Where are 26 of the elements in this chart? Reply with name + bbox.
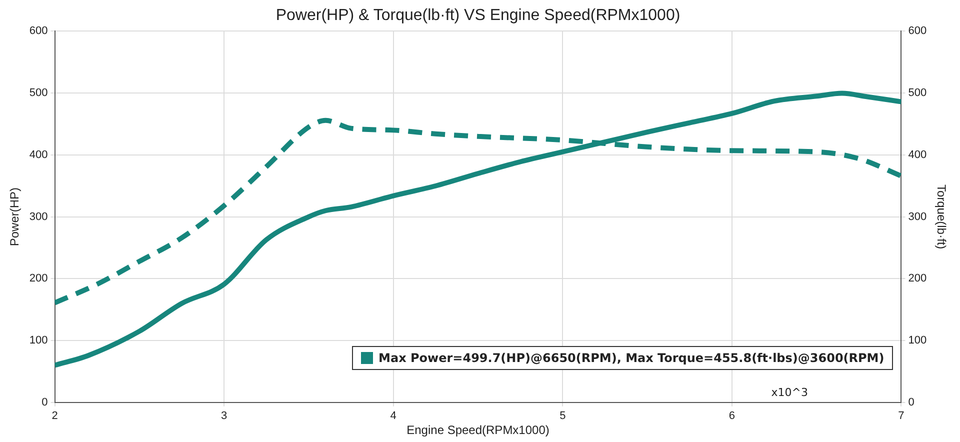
y2-tick-label: 500: [908, 87, 927, 100]
y2-tick-label: 400: [908, 148, 927, 161]
y2-tick-label: 300: [908, 210, 927, 223]
chart-title: Power(HP) & Torque(lb·ft) VS Engine Speed(RPMx1000): [276, 7, 680, 24]
x-tick-label: 5: [560, 410, 566, 422]
y-tick-label: 600: [29, 25, 48, 38]
y-axis-title: Power(HP): [8, 187, 22, 246]
x-tick-label: 2: [52, 410, 58, 422]
x-axis-title: Engine Speed(RPMx1000): [406, 423, 550, 438]
annotation: Max Power=499.7(HP)@6650(RPM), Max Torque=455.8(ft·lbs)@3600(RPM): [378, 351, 884, 366]
annotation: x10^3: [771, 386, 808, 400]
y-tick-label: 100: [29, 334, 48, 347]
x-tick-label: 7: [898, 410, 904, 422]
y-tick-label: 0: [42, 396, 48, 408]
x-tick-label: 6: [728, 410, 736, 422]
y2-axis-title: Torque(lb·ft): [934, 184, 948, 250]
y2-tick-label: 0: [908, 396, 914, 408]
y2-tick-label: 100: [908, 334, 927, 347]
y-tick-label: 400: [29, 148, 48, 161]
y-tick-label: 500: [29, 87, 48, 100]
x-tick-label: 3: [220, 410, 228, 422]
y2-tick-label: 200: [908, 272, 927, 285]
y2-tick-label: 600: [908, 25, 927, 38]
x-tick-label: 4: [390, 410, 396, 422]
y-tick-label: 300: [29, 210, 48, 223]
y-tick-label: 200: [29, 272, 48, 285]
